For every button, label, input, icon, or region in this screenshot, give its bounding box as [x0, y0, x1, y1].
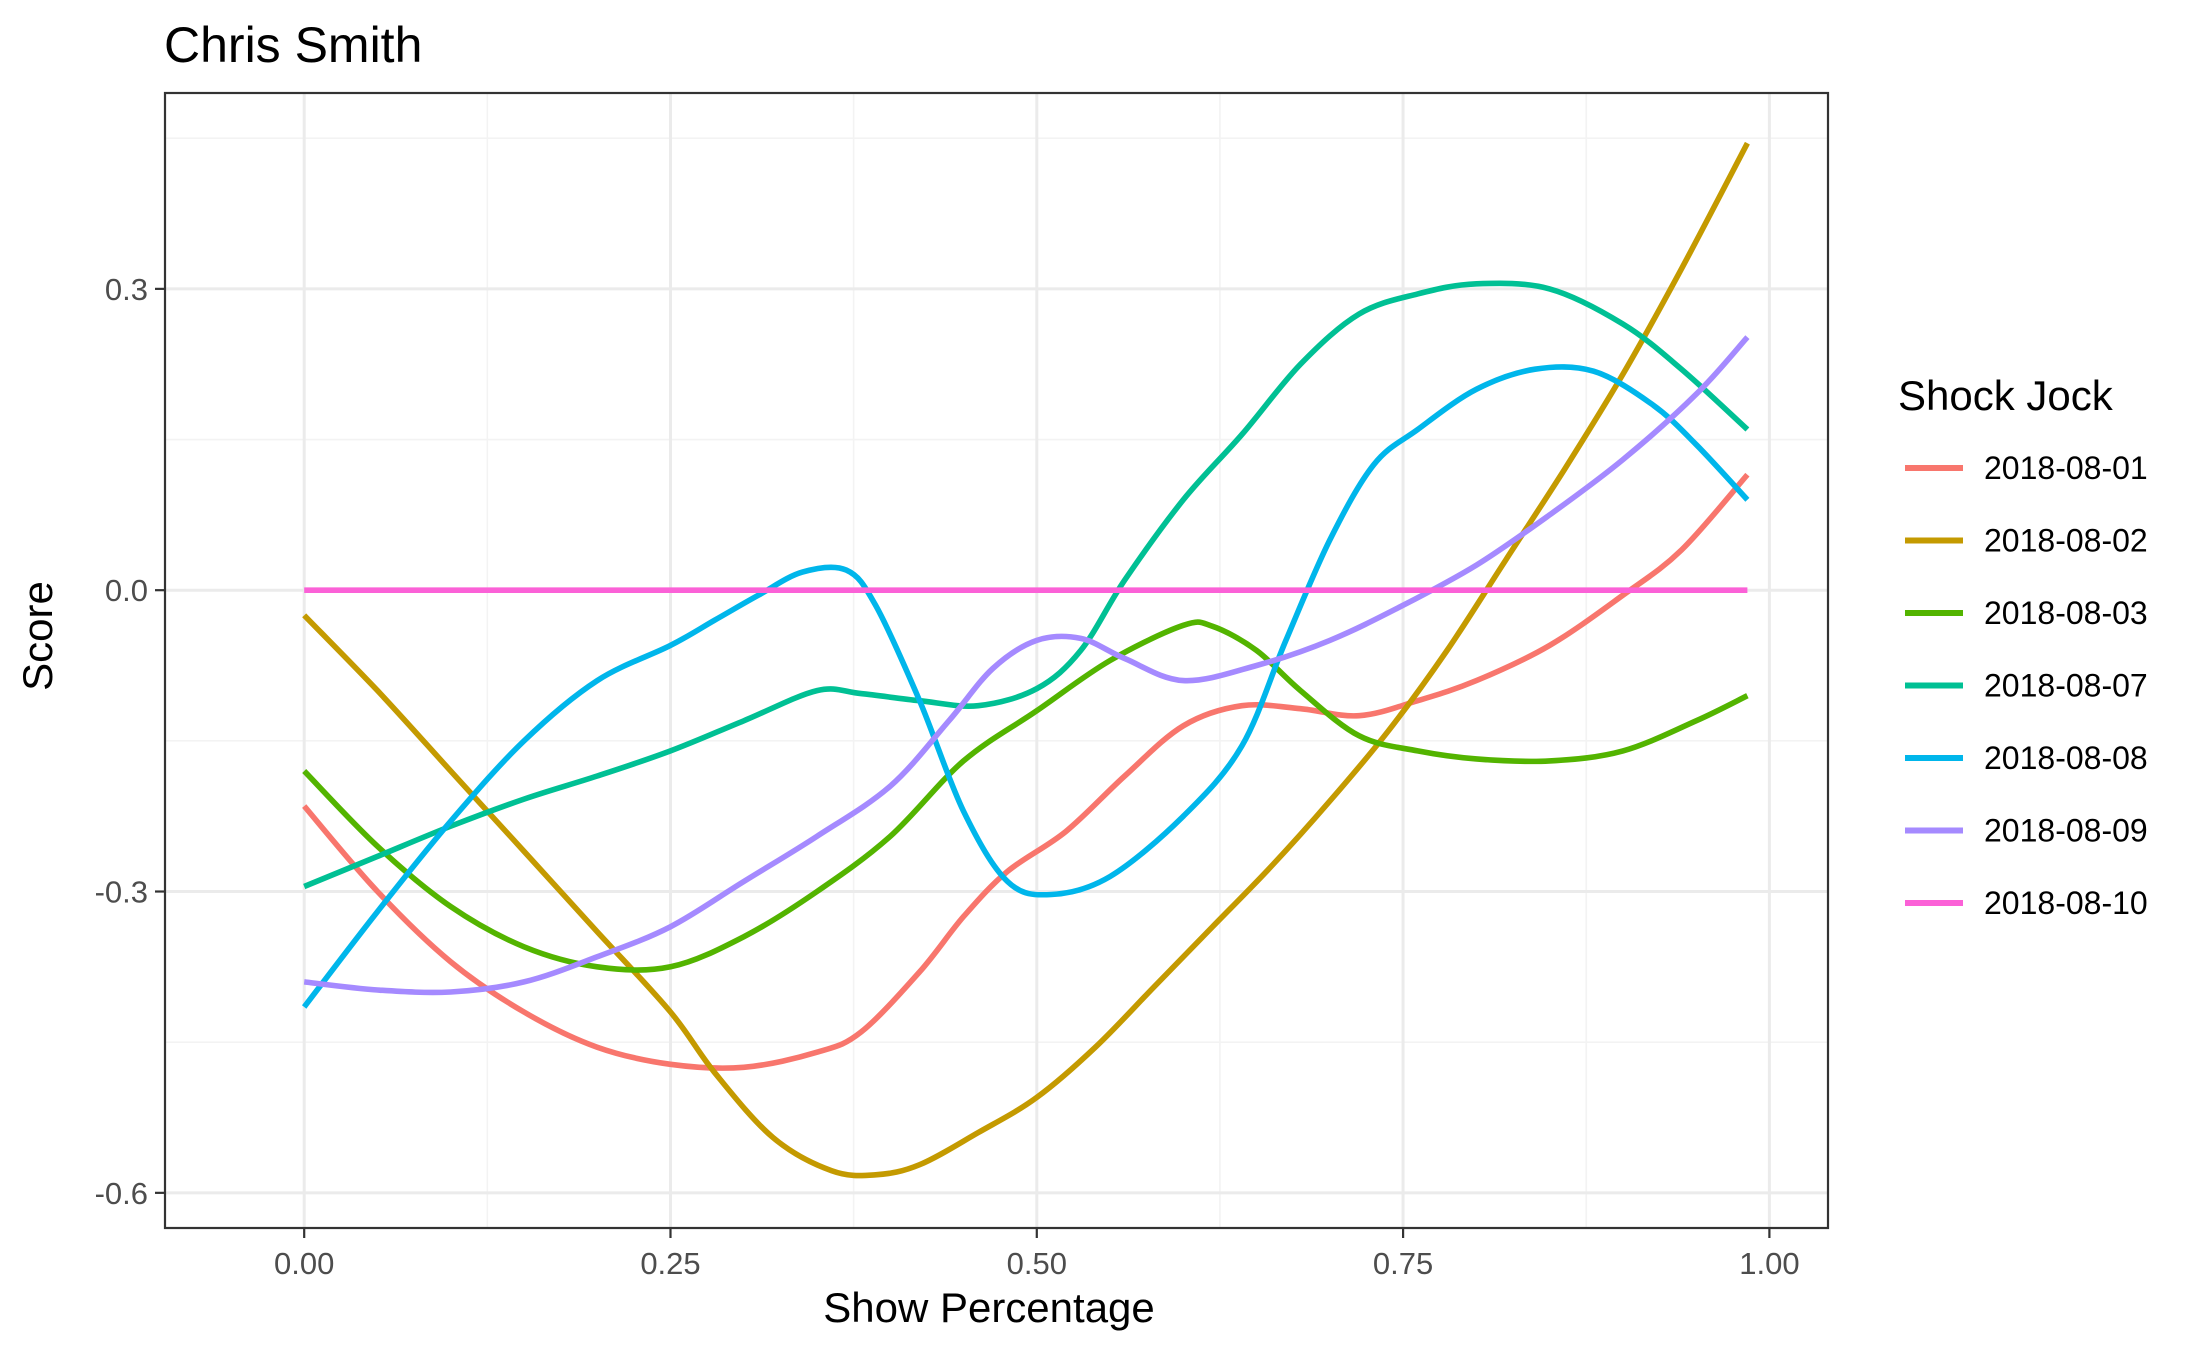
- series-line-2018-08-08: [301, 364, 1750, 1009]
- y-tick-label: -0.3: [95, 875, 148, 910]
- legend-item: 2018-08-08: [1905, 740, 2148, 776]
- series-line-2018-08-07: [303, 280, 1750, 890]
- y-tick-label: 0.0: [105, 573, 148, 608]
- legend-item: 2018-08-02: [1905, 523, 2148, 559]
- legend-item: 2018-08-01: [1905, 450, 2148, 486]
- x-axis-title: Show Percentage: [823, 1284, 1155, 1331]
- grid-lines: [165, 93, 1828, 1228]
- series-line-2018-08-03: [302, 619, 1749, 973]
- series-line-2018-08-01: [302, 472, 1750, 1071]
- y-tick-label: -0.6: [95, 1176, 148, 1211]
- legend-item: 2018-08-10: [1905, 885, 2148, 921]
- legend-label: 2018-08-07: [1984, 668, 2148, 704]
- legend-label: 2018-08-01: [1984, 450, 2148, 486]
- x-tick-label: 0.25: [640, 1246, 700, 1281]
- x-axis: 0.00 0.25 0.50 0.75 1.00: [274, 1228, 1800, 1281]
- legend-item: 2018-08-09: [1905, 813, 2148, 849]
- legend: Shock Jock 2018-08-012018-08-022018-08-0…: [1898, 372, 2148, 921]
- chart-title: Chris Smith: [164, 17, 422, 73]
- legend-label: 2018-08-10: [1984, 885, 2148, 921]
- series-line-2018-08-09: [303, 335, 1750, 996]
- legend-label: 2018-08-02: [1984, 523, 2148, 559]
- legend-items: 2018-08-01 2018-08-02 2018-08-03 2018-08-07…: [1905, 450, 2148, 921]
- y-tick-label: 0.3: [105, 272, 148, 307]
- plot-panel: [165, 93, 1828, 1228]
- legend-label: 2018-08-09: [1984, 813, 2148, 849]
- x-tick-label: 0.00: [274, 1246, 334, 1281]
- y-axis: -0.6 -0.3 0.0 0.3: [95, 272, 165, 1211]
- legend-title: Shock Jock: [1898, 372, 2114, 419]
- legend-label: 2018-08-03: [1984, 595, 2148, 631]
- legend-label: 2018-08-08: [1984, 740, 2148, 776]
- x-tick-label: 0.75: [1373, 1246, 1433, 1281]
- legend-item: 2018-08-07: [1905, 668, 2148, 704]
- x-tick-label: 1.00: [1739, 1246, 1799, 1281]
- legend-item: 2018-08-03: [1905, 595, 2148, 631]
- y-axis-title: Score: [14, 581, 61, 691]
- plot-panel-border: [163, 91, 1830, 1230]
- x-tick-label: 0.50: [1007, 1246, 1067, 1281]
- series-lines: [301, 141, 1750, 1179]
